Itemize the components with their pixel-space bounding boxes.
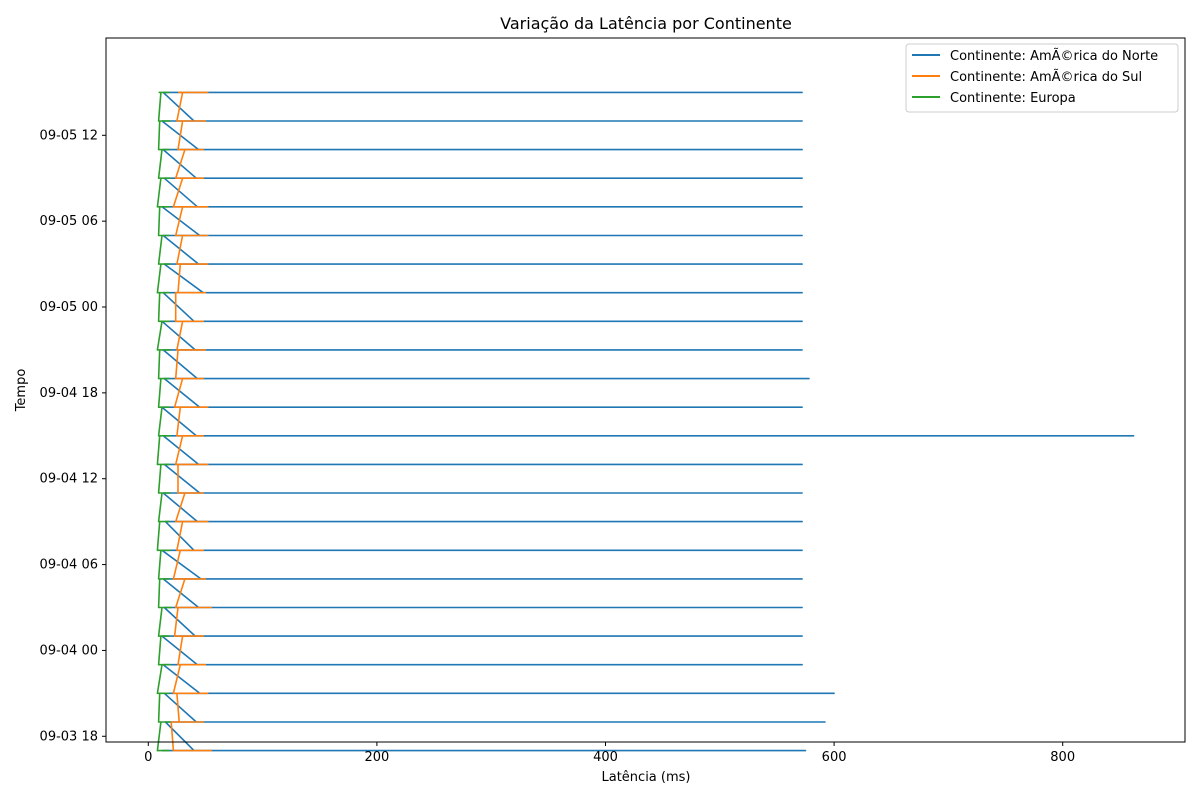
y-tick-label: 09-04 06 xyxy=(40,558,98,573)
lines-layer xyxy=(156,91,1135,752)
x-tick-label: 400 xyxy=(593,750,618,765)
y-tick-label: 09-05 12 xyxy=(40,128,98,143)
plot-area xyxy=(106,38,1185,742)
chart-title: Variação da Latência por Continente xyxy=(500,14,792,33)
y-tick-label: 09-05 06 xyxy=(40,214,98,229)
x-tick-label: 0 xyxy=(144,750,152,765)
y-tick-label: 09-05 00 xyxy=(40,300,98,315)
y-tick-label: 09-04 00 xyxy=(40,643,98,658)
plot-frame xyxy=(105,37,1186,743)
x-tick-label: 600 xyxy=(822,750,847,765)
x-axis: 0 200 400 600 800 xyxy=(144,742,1075,765)
legend-label-3: Continente: Europa xyxy=(950,91,1076,106)
x-tick-label: 800 xyxy=(1050,750,1075,765)
y-tick-label: 09-03 18 xyxy=(40,729,98,744)
legend-label-2: Continente: AmÃ©rica do Sul xyxy=(950,69,1142,85)
series-line-2 xyxy=(170,91,212,752)
y-tick-label: 09-04 18 xyxy=(40,386,98,401)
legend-box xyxy=(905,43,1179,113)
y-tick-label: 09-04 12 xyxy=(40,472,98,487)
series-line-3 xyxy=(156,91,172,752)
legend-label-1: Continente: AmÃ©rica do Norte xyxy=(950,48,1158,64)
x-axis-label: Latência (ms) xyxy=(602,770,691,785)
y-axis: 09-03 18 09-04 00 09-04 06 09-04 12 09-04 18… xyxy=(40,128,106,744)
y-axis-label: Tempo xyxy=(14,369,29,413)
legend: Continente: AmÃ©rica do Norte Continente:… xyxy=(905,43,1179,113)
x-tick-label: 200 xyxy=(364,750,389,765)
